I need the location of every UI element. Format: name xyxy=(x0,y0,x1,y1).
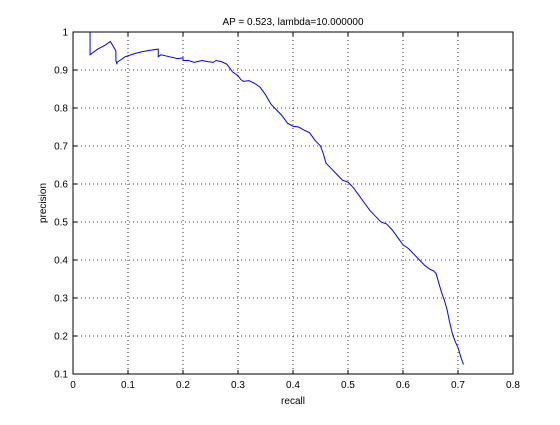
y-tick-label: 0.4 xyxy=(54,256,68,267)
x-tick-label: 0.4 xyxy=(286,380,300,391)
series-group xyxy=(89,32,464,365)
x-tick-label: 0.3 xyxy=(231,380,245,391)
y-tick-labels: 0.1 0.2 0.3 0.4 0.5 0.6 0.7 0.8 0.9 1 xyxy=(54,28,68,381)
y-tick-label: 0.3 xyxy=(54,294,68,305)
y-tick-label: 0.6 xyxy=(54,180,68,191)
plot-frame xyxy=(72,31,514,375)
x-tick-label: 0.1 xyxy=(121,380,135,391)
x-tick-label: 0.8 xyxy=(506,380,520,391)
y-axis-label: precision xyxy=(38,183,49,223)
y-tick-label: 0.1 xyxy=(54,370,68,381)
y-tick-label: 0.2 xyxy=(54,332,68,343)
precision-recall-line xyxy=(89,32,464,365)
x-tick-label: 0.5 xyxy=(341,380,355,391)
chart-title: AP = 0.523, lambda=10.000000 xyxy=(222,17,363,28)
x-tick-label: 0.2 xyxy=(176,380,190,391)
x-tick-label: 0.7 xyxy=(451,380,465,391)
plot-background xyxy=(73,32,513,374)
grid-lines xyxy=(73,32,513,374)
y-tick-label: 0.5 xyxy=(54,218,68,229)
y-tick-label: 0.8 xyxy=(54,104,68,115)
x-axis-label: recall xyxy=(281,396,305,407)
x-tick-labels: 0 0.1 0.2 0.3 0.4 0.5 0.6 0.7 0.8 xyxy=(70,380,520,391)
x-tick-label: 0 xyxy=(70,380,76,391)
y-tick-label: 0.9 xyxy=(54,66,68,77)
x-tick-label: 0.6 xyxy=(396,380,410,391)
y-tick-label: 1 xyxy=(62,28,68,39)
y-tick-label: 0.7 xyxy=(54,142,68,153)
